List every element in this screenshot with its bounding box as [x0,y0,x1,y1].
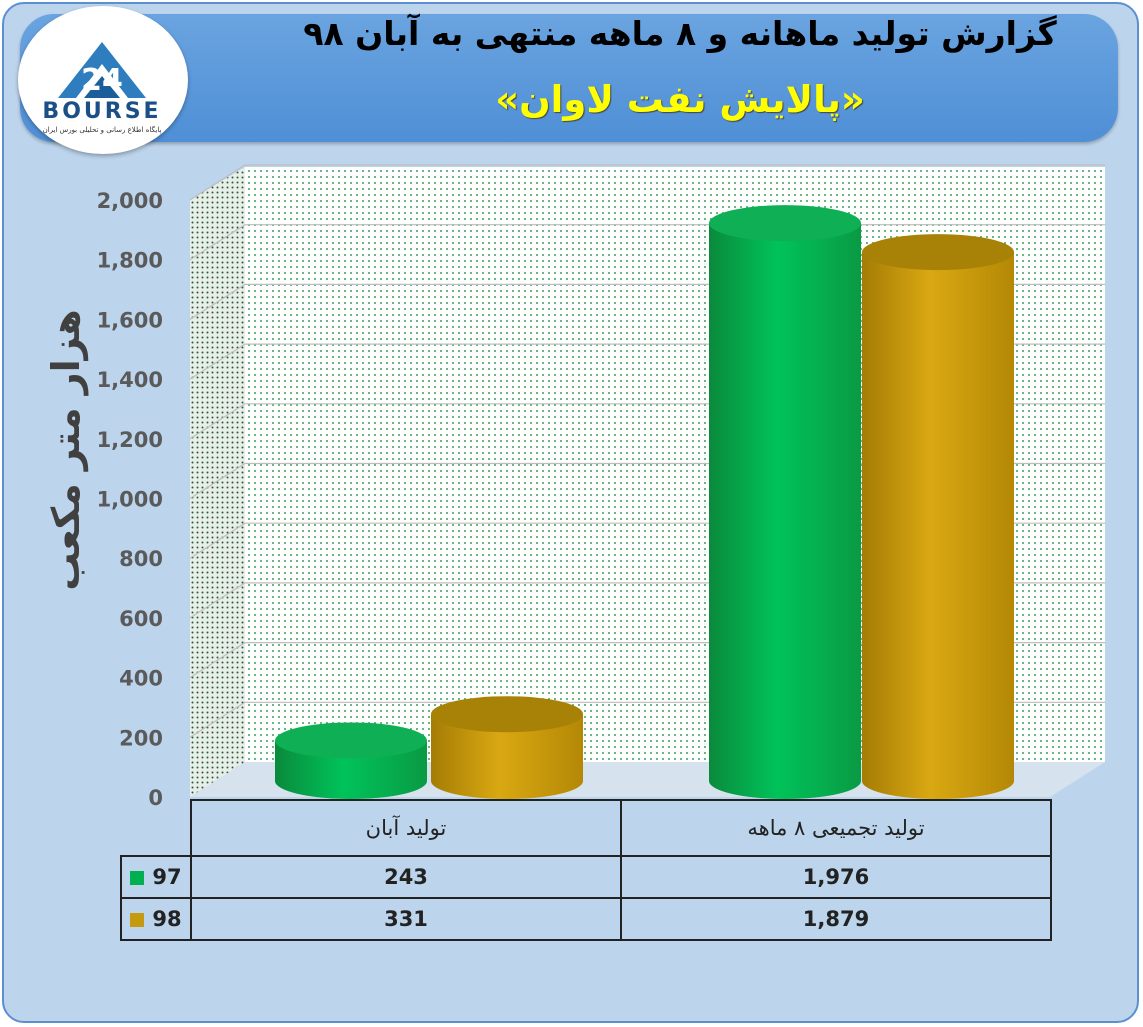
svg-text:24: 24 [81,63,123,98]
table-header-cell: تولید آبان [190,799,622,857]
logo-mark-icon: 24 BOURSE پایگاه اطلاع رسانی و تحلیلی بو… [42,42,162,134]
legend-label: 98 [152,907,182,931]
bar-98-0 [431,714,583,799]
bar-97-1 [709,223,861,799]
table-cell: 1,976 [620,855,1052,899]
table-header-row: تولید آبان تولید تجمیعی ۸ ماهه [121,799,1052,857]
bourse-logo: 24 BOURSE پایگاه اطلاع رسانی و تحلیلی بو… [18,6,188,154]
y-tick-label: 2,000 [97,189,163,213]
y-tick-label: 400 [119,667,163,691]
legend-key-97: 97 [120,855,192,899]
legend-label: 97 [152,865,182,889]
logo-tagline: پایگاه اطلاع رسانی و تحلیلی بورس ایران [43,125,162,134]
y-tick-label: 200 [119,726,163,750]
y-tick-label: 1,000 [97,488,163,512]
table-corner [121,800,192,856]
legend-swatch-gold-icon [130,913,145,927]
y-tick-label: 1,600 [97,308,163,332]
table-row: 98 331 1,879 [120,897,1052,941]
bar-top-98-1 [862,234,1014,271]
bar-98-1 [862,252,1014,799]
title-banner [20,14,1118,142]
table-header-cell: تولید تجمیعی ۸ ماهه [620,799,1052,857]
bar-top-97-0 [275,722,427,759]
y-tick-label: 1,200 [97,428,163,452]
table-cell: 243 [190,855,622,899]
logo-text: BOURSE [42,99,161,124]
bar-top-98-0 [431,696,583,733]
y-tick-label: 600 [119,607,163,631]
y-tick-label: 800 [119,547,163,571]
gridline [189,164,1105,201]
legend-key-98: 98 [120,897,192,941]
y-tick-label: 1,400 [97,368,163,392]
legend-swatch-green-icon [130,871,145,885]
y-tick-label: 1,800 [97,249,163,273]
bar-top-97-1 [709,205,861,242]
chart-title: گزارش تولید ماهانه و ۸ ماهه منتهی به آبا… [303,14,1057,53]
table-cell: 331 [190,897,622,941]
table-cell: 1,879 [620,897,1052,941]
plot-side-wall [190,167,245,797]
chart-subtitle: «پالایش نفت لاوان» [495,78,865,121]
table-row: 97 243 1,976 [120,855,1052,899]
data-table: تولید آبان تولید تجمیعی ۸ ماهه 97 243 1,… [120,799,1052,941]
